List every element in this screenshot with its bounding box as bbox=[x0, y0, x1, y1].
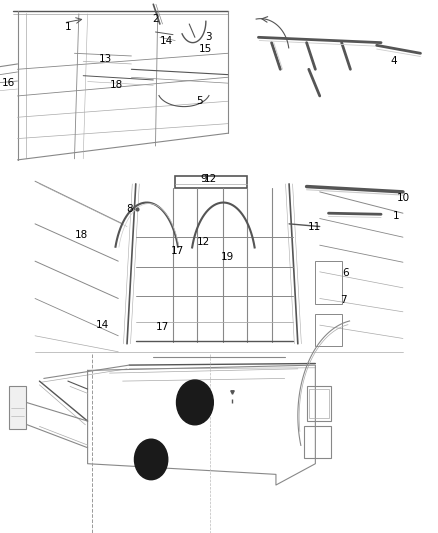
Bar bbox=[307, 386, 331, 421]
Text: 15: 15 bbox=[198, 44, 212, 54]
Bar bbox=[304, 426, 331, 458]
Text: 7: 7 bbox=[340, 295, 347, 305]
Bar bbox=[315, 314, 342, 346]
Text: 4: 4 bbox=[391, 56, 398, 66]
Text: 9: 9 bbox=[200, 174, 207, 183]
Circle shape bbox=[134, 439, 168, 480]
Bar bbox=[315, 261, 342, 304]
Text: 17: 17 bbox=[155, 322, 169, 332]
Text: 18: 18 bbox=[110, 80, 123, 90]
Text: 8: 8 bbox=[126, 205, 133, 214]
Text: 10: 10 bbox=[396, 193, 410, 203]
Text: 18: 18 bbox=[74, 230, 88, 239]
Text: 11: 11 bbox=[308, 222, 321, 231]
Text: 14: 14 bbox=[96, 320, 110, 330]
Text: 17: 17 bbox=[171, 246, 184, 255]
Text: 12: 12 bbox=[197, 237, 210, 247]
Text: 6: 6 bbox=[343, 269, 350, 278]
Bar bbox=[9, 386, 26, 429]
Bar bbox=[175, 176, 247, 188]
Text: 19: 19 bbox=[221, 253, 234, 262]
Text: 1: 1 bbox=[64, 22, 71, 31]
Circle shape bbox=[177, 380, 213, 425]
Text: 12: 12 bbox=[204, 174, 217, 184]
Bar bbox=[309, 389, 328, 418]
Text: 5: 5 bbox=[196, 96, 203, 106]
Text: 2: 2 bbox=[152, 14, 159, 24]
Text: 3: 3 bbox=[205, 33, 212, 42]
Text: 1: 1 bbox=[393, 211, 400, 221]
Text: 14: 14 bbox=[160, 36, 173, 45]
Text: 16: 16 bbox=[2, 78, 15, 88]
Text: 13: 13 bbox=[99, 54, 112, 64]
